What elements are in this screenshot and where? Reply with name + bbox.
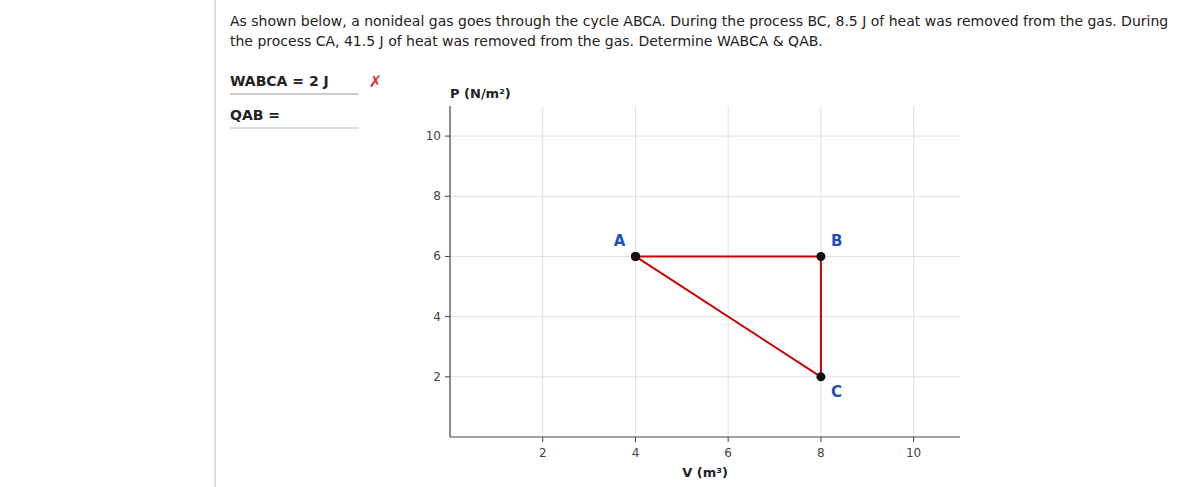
tick-label: 10 bbox=[906, 446, 921, 460]
tick-label: 4 bbox=[632, 446, 640, 460]
tick bbox=[445, 196, 450, 197]
title-line: As shown below, a nonideal gas goes thro… bbox=[230, 13, 1168, 29]
annotation: ✗ bbox=[369, 72, 382, 91]
point bbox=[816, 252, 825, 261]
tick bbox=[445, 256, 450, 257]
point-label: C bbox=[831, 383, 842, 401]
tick bbox=[445, 376, 450, 377]
tick-label: 2 bbox=[433, 370, 441, 384]
tick bbox=[728, 437, 729, 442]
tick-label: 10 bbox=[426, 129, 441, 143]
chart-root: As shown below, a nonideal gas goes thro… bbox=[0, 0, 1200, 487]
cycle-line bbox=[635, 256, 820, 376]
tick bbox=[542, 437, 543, 442]
point bbox=[631, 252, 640, 261]
grid-line bbox=[635, 106, 636, 437]
tick bbox=[445, 316, 450, 317]
tick-label: 6 bbox=[433, 249, 441, 263]
tick bbox=[820, 437, 821, 442]
y-axis-line bbox=[449, 106, 450, 437]
divider bbox=[215, 0, 216, 487]
x-axis-label: V (m³) bbox=[682, 465, 728, 480]
grid-line bbox=[450, 316, 960, 317]
title: As shown below, a nonideal gas goes thro… bbox=[230, 13, 1168, 49]
point-label: A bbox=[614, 232, 626, 250]
grid-line bbox=[450, 376, 960, 377]
x-axis-line bbox=[450, 436, 960, 437]
grid-line bbox=[913, 106, 914, 437]
tick-label: 4 bbox=[433, 310, 441, 324]
tick-label: 8 bbox=[433, 189, 441, 203]
point-label: B bbox=[831, 232, 842, 250]
point bbox=[816, 372, 825, 381]
annotation: WABCA = 2 J bbox=[230, 73, 329, 89]
grid-line bbox=[450, 196, 960, 197]
grid-line bbox=[450, 136, 960, 137]
plot-marks bbox=[631, 252, 825, 381]
point bbox=[631, 252, 640, 261]
tick-label: 2 bbox=[539, 446, 547, 460]
y-axis-label: P (N/m²) bbox=[450, 86, 511, 101]
answer-field bbox=[230, 128, 359, 129]
grid-line bbox=[542, 106, 543, 437]
x-axis: 2 4 6 8 10 bbox=[539, 106, 921, 460]
chart-svg: As shown below, a nonideal gas goes thro… bbox=[0, 0, 1200, 487]
annotation: QAB = bbox=[230, 107, 280, 123]
grid-line bbox=[728, 106, 729, 437]
answer-field bbox=[230, 94, 359, 95]
y-axis: 2 4 6 8 10 bbox=[426, 129, 960, 384]
tick-label: 8 bbox=[817, 446, 825, 460]
tick bbox=[913, 437, 914, 442]
tick-label: 6 bbox=[724, 446, 732, 460]
tick bbox=[445, 136, 450, 137]
tick bbox=[635, 437, 636, 442]
title-line: the process CA, 41.5 J of heat was remov… bbox=[230, 33, 823, 49]
